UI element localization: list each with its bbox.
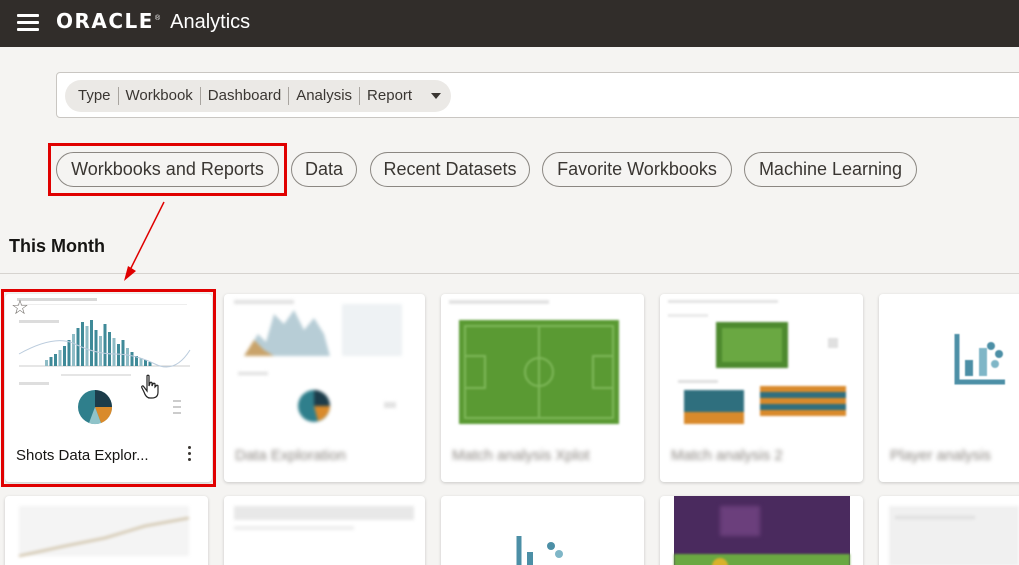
workbook-card[interactable]: Match analysis 2 — [660, 294, 863, 482]
tab-data[interactable]: Data — [291, 152, 357, 187]
section-divider — [0, 273, 1019, 274]
filter-workbook[interactable]: Workbook — [117, 87, 200, 105]
hand-cursor-icon — [141, 374, 159, 399]
tab-machine-learning[interactable]: Machine Learning — [744, 152, 917, 187]
workbook-card[interactable] — [441, 496, 644, 565]
top-bar: ORACLE ® Analytics — [0, 0, 1019, 47]
chevron-down-icon[interactable] — [431, 93, 442, 99]
workbook-card[interactable]: ☆ Shots Data Explor... — [5, 294, 212, 482]
card-title[interactable]: Data Exploration — [235, 447, 346, 464]
workbook-card[interactable] — [660, 496, 863, 565]
more-options-icon[interactable] — [186, 446, 192, 464]
workbook-card[interactable] — [879, 496, 1019, 565]
highlight-box-card — [1, 289, 216, 487]
tab-recent-datasets[interactable]: Recent Datasets — [370, 152, 530, 187]
workbook-card[interactable] — [224, 496, 425, 565]
card-title[interactable]: Shots Data Explor... — [16, 447, 149, 464]
workbook-thumbnail — [516, 536, 563, 565]
workbook-thumbnail — [18, 506, 190, 557]
tab-favorite-workbooks[interactable]: Favorite Workbooks — [542, 152, 732, 187]
card-title[interactable]: Match analysis Xplot — [452, 447, 590, 464]
workbook-card[interactable] — [5, 496, 208, 565]
card-title[interactable]: Player analysis — [890, 447, 991, 464]
workbook-thumbnail — [674, 496, 850, 565]
workbook-thumbnail — [234, 300, 402, 422]
brand-oracle: ORACLE — [56, 9, 154, 33]
workbook-card[interactable]: Player analysis — [879, 294, 1019, 482]
product-name: Analytics — [170, 11, 251, 33]
card-title[interactable]: Match analysis 2 — [671, 447, 783, 464]
workbook-thumbnail — [449, 300, 619, 424]
workbook-card[interactable]: Match analysis Xplot — [441, 294, 644, 482]
filter-report[interactable]: Report — [359, 87, 419, 105]
workbook-thumbnail — [889, 506, 1019, 565]
filter-dashboard[interactable]: Dashboard — [199, 87, 288, 105]
favorite-star-icon[interactable]: ☆ — [11, 297, 29, 319]
filter-analysis[interactable]: Analysis — [288, 87, 359, 105]
brand-logo: ORACLE ® Analytics — [56, 9, 250, 34]
type-label: Type — [78, 87, 111, 104]
workbook-thumbnail — [234, 506, 414, 530]
highlight-box-tab — [48, 143, 287, 196]
workbook-thumbnail — [954, 334, 1005, 385]
hamburger-menu-icon[interactable] — [17, 14, 39, 32]
section-title: This Month — [9, 236, 105, 256]
workbook-card[interactable]: Data Exploration — [224, 294, 425, 482]
registered-mark: ® — [154, 15, 161, 22]
type-filter-chip[interactable]: Type Workbook Dashboard Analysis Report — [65, 80, 452, 112]
workbook-thumbnail — [668, 300, 846, 424]
search-bar[interactable]: Type Workbook Dashboard Analysis Report — [56, 72, 1019, 118]
workbook-thumbnail — [17, 298, 191, 425]
tab-workbooks-and-reports[interactable]: Workbooks and Reports — [56, 152, 279, 187]
